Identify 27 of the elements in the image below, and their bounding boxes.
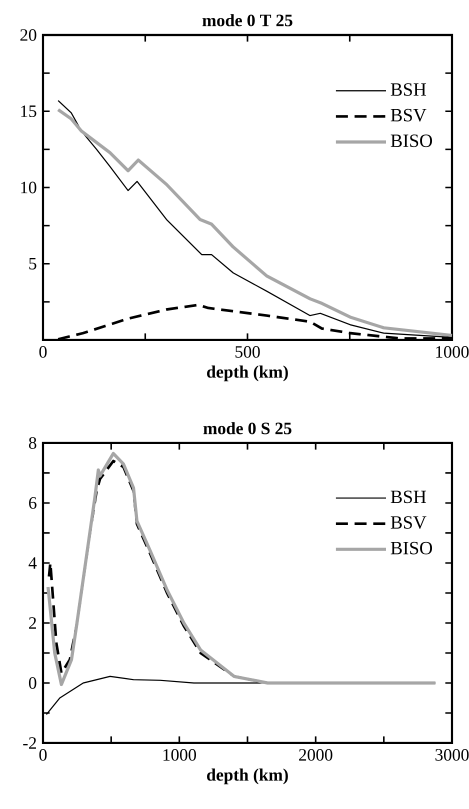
x-tick-label: 1000	[436, 346, 469, 358]
y-tick-label: 10	[21, 182, 36, 194]
x-tick-label: 2000	[299, 749, 332, 761]
x-tick-label: 500	[236, 346, 260, 358]
y-tick-label: -2	[23, 737, 36, 749]
y-tick-label: 20	[20, 29, 36, 41]
y-tick-label: 8	[28, 437, 36, 449]
x-tick-label: 0	[39, 749, 47, 761]
y-tick-label: 2	[29, 617, 36, 629]
legend-label: BSV	[390, 516, 426, 529]
x-tick-label: 3000	[436, 749, 469, 761]
x-tick-label: 0	[39, 346, 47, 358]
legend-label: BSV	[390, 108, 426, 122]
y-tick-label: 15	[21, 105, 36, 118]
legend-label: BISO	[390, 134, 432, 148]
legend-label: BSH	[390, 490, 426, 504]
x-axis-title: depth (km)	[207, 768, 288, 784]
chart-title: mode 0 T 25	[202, 14, 292, 26]
y-tick-label: 0	[28, 677, 36, 689]
x-tick-label: 1000	[164, 749, 196, 761]
legend-label: BSH	[390, 83, 426, 96]
x-axis-title: depth (km)	[207, 366, 288, 382]
y-tick-label: 5	[29, 258, 36, 270]
y-tick-label: 4	[28, 557, 37, 569]
legend-label: BISO	[390, 542, 432, 554]
y-tick-label: 6	[29, 497, 36, 509]
chart-title: mode 0 S 25	[203, 422, 292, 434]
